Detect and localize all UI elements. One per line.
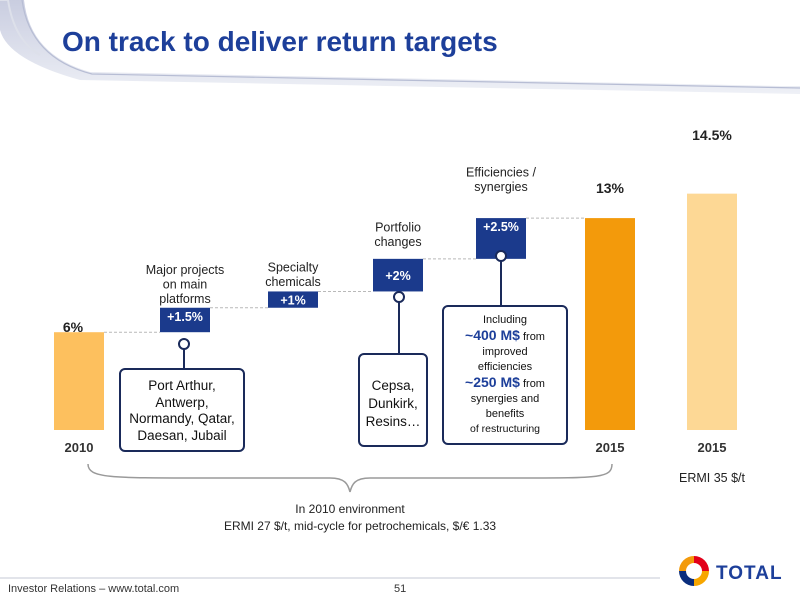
step-value-label: +1% <box>280 294 305 308</box>
step-value-label: +1.5% <box>167 310 203 324</box>
efficiencies-callout: Including ~400 M$ from improved efficien… <box>442 305 568 445</box>
step-label: Specialty <box>268 261 319 275</box>
bar-2010 <box>54 332 104 430</box>
callout-line: Dunkirk, <box>368 396 418 411</box>
environment-detail: ERMI 27 $/t, mid-cycle for petrochemical… <box>224 519 496 533</box>
page-number: 51 <box>394 583 407 595</box>
bar-2015 <box>687 193 737 430</box>
title-band <box>0 0 800 94</box>
callout-pin <box>178 338 190 350</box>
range-brace <box>87 463 613 493</box>
callout-line: Cepsa, <box>371 378 415 393</box>
step-value-label: +2% <box>385 269 410 283</box>
environment-note-2015: ERMI 35 $/t <box>679 471 746 485</box>
synergy-amount-line: ~250 M$ from <box>444 375 566 392</box>
callout-line: efficiencies <box>477 361 533 373</box>
efficiency-amount: ~400 M$ <box>465 327 520 343</box>
efficiency-from: from <box>522 331 545 343</box>
step-label: Efficiencies / <box>466 166 536 180</box>
callout-line: Daesan, Jubail <box>137 427 227 443</box>
synergy-from: from <box>522 378 545 390</box>
callout-line: of restructuring <box>469 423 541 435</box>
x-tick-label: 2010 <box>65 440 94 455</box>
total-logo-icon <box>679 556 709 586</box>
callout-pin <box>495 250 507 262</box>
callout-intro: Including <box>482 314 528 326</box>
step-bar <box>268 291 318 308</box>
portfolio-callout: Cepsa, Dunkirk, Resins… <box>358 353 428 447</box>
callout-line: Normandy, Qatar, <box>129 411 235 426</box>
step-label: on main <box>163 278 208 292</box>
step-label: platforms <box>159 292 210 306</box>
step-label: chemicals <box>265 275 321 289</box>
callout-line: benefits <box>485 408 525 420</box>
footer-text: Investor Relations – www.total.com <box>8 583 180 595</box>
x-tick-label: 2015 <box>698 440 727 455</box>
step-label: Major projects <box>146 263 225 277</box>
step-label: synergies <box>474 180 528 194</box>
major-projects-callout: Port Arthur, Antwerp, Normandy, Qatar, D… <box>119 368 245 452</box>
value-label: 14.5% <box>692 127 732 143</box>
step-bar <box>160 307 210 333</box>
step-value-label: +2.5% <box>483 220 519 234</box>
callout-line: Port Arthur, <box>148 378 216 393</box>
step-bar <box>373 258 423 292</box>
callout-pin <box>393 291 405 303</box>
x-tick-label: 2015 <box>596 440 625 455</box>
efficiency-amount-line: ~400 M$ from <box>444 328 566 345</box>
environment-note: In 2010 environment <box>295 502 405 516</box>
callout-line: improved <box>482 346 528 358</box>
step-label: Portfolio <box>375 221 421 235</box>
callout-line: Antwerp, <box>155 394 209 410</box>
value-label: 6% <box>63 319 84 335</box>
bar-2015 <box>585 218 635 430</box>
step-label: changes <box>374 235 421 249</box>
value-label: 13% <box>596 180 625 196</box>
callout-line: synergies and <box>470 393 540 405</box>
callout-line: Resins… <box>365 414 421 429</box>
logo-text: TOTAL <box>716 563 783 584</box>
synergy-amount: ~250 M$ <box>465 374 520 390</box>
page-title: On track to deliver return targets <box>62 26 498 57</box>
